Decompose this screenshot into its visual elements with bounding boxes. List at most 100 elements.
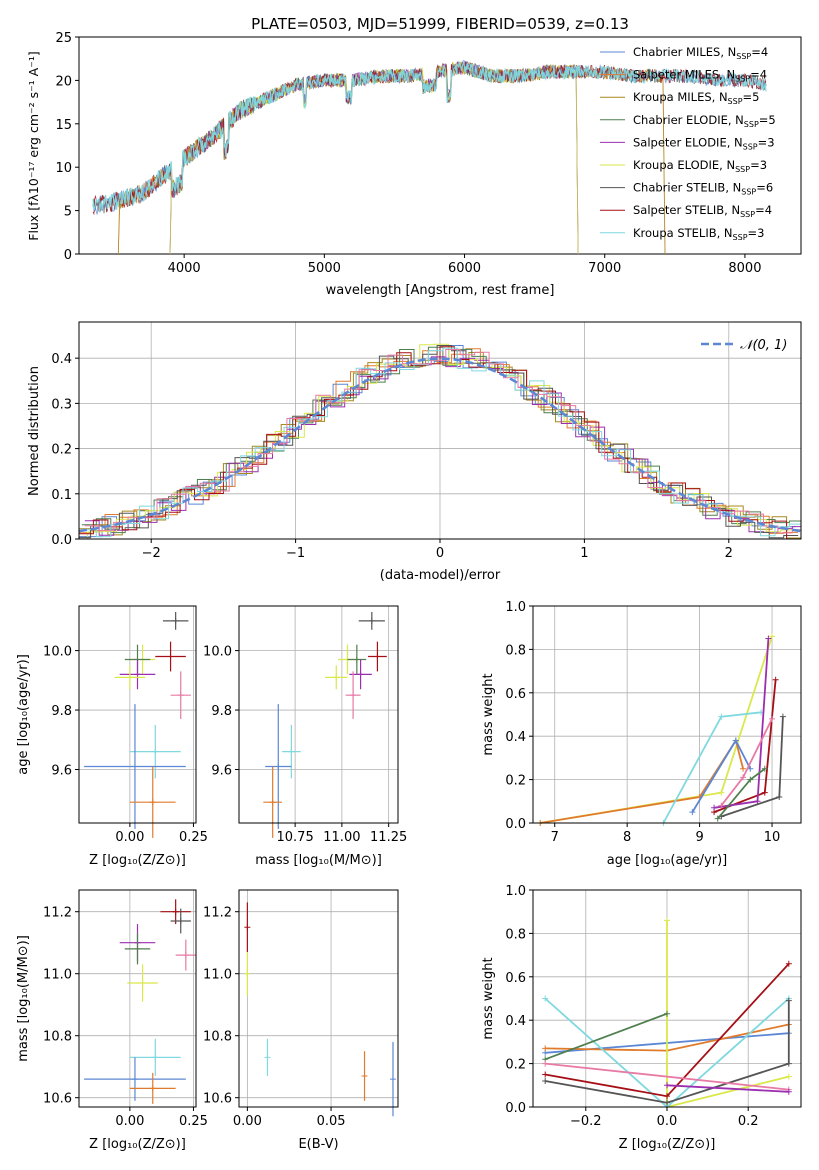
x-axis-label: E(B-V) [298, 1137, 338, 1152]
data-point [172, 617, 179, 624]
series-marker [664, 1093, 670, 1100]
spectrum-legend-label: Kroupa MILES, NSSP=5 [633, 90, 759, 106]
spectrum-y-ticks: 0 5 10 15 20 25 [55, 31, 79, 263]
data-point [152, 1054, 159, 1061]
series-marker [714, 815, 721, 822]
small-panels: 0.00 0.25 9.6 9.8 10.0 Z [log₁₀(Z/Z⊙)] age [lo… [16, 600, 802, 1152]
residuals-y-tick-label: 0.3 [51, 397, 72, 412]
spectrum-legend: Chabrier MILES, NSSP=4 Salpeter MILES, NS… [600, 45, 776, 242]
weight-vs-age-panel: 7 8 9 10 0.0 0.2 0.4 0.6 0.8 1.0 age [log₁₀(age/yr… [481, 600, 802, 868]
y-tick-label: 9.6 [51, 763, 72, 778]
spectrum-legend-label: Chabrier STELIB, NSSP=6 [633, 181, 773, 197]
x-tick-label: 9 [695, 830, 703, 845]
series-marker [785, 997, 792, 1004]
residuals-x-tick-label: 1 [580, 546, 588, 561]
data-point [131, 763, 138, 770]
data-point [172, 908, 179, 915]
y-axis-label: mass [log₁₀(M/M⊙)] [16, 935, 31, 1062]
residuals-y-tick-label: 0.0 [51, 533, 72, 548]
spectrum-lines [92, 60, 767, 255]
spectrum-axes-frame [78, 36, 802, 255]
data-point [357, 671, 364, 678]
series-marker [740, 765, 747, 772]
series-line [545, 1062, 789, 1091]
data-point [152, 748, 159, 755]
x-tick-label: 11.25 [370, 830, 407, 845]
series-marker [542, 995, 549, 1002]
residuals-y-tick-label: 0.4 [51, 352, 72, 367]
spectrum-x-tick-label: 7000 [588, 261, 621, 276]
data-point [361, 1073, 368, 1079]
spectrum-title: PLATE=0503, MJD=51999, FIBERID=0539, z=0… [251, 15, 629, 33]
x-tick-label: 0.05 [317, 1114, 346, 1129]
y-axis-label: mass weight [481, 673, 496, 755]
y-tick-label: 11.0 [203, 968, 232, 983]
series-marker [785, 1060, 792, 1067]
mass-vs-ebv-panel: 0.00 0.05 10.6 10.8 11.0 11.2 E(B-V) [203, 889, 399, 1152]
data-point [177, 692, 184, 699]
data-point [126, 674, 133, 681]
series-marker [754, 798, 761, 805]
series-marker [664, 1010, 670, 1017]
series-marker [711, 804, 718, 811]
series-marker [740, 774, 747, 781]
axes-frame [532, 605, 802, 824]
y-axis-label: mass weight [481, 957, 496, 1039]
series-marker [785, 960, 792, 967]
y-tick-label: 9.8 [51, 704, 72, 719]
x-tick-label: 0.00 [233, 1114, 262, 1129]
spectrum-x-tick-label: 5000 [308, 261, 341, 276]
residuals-ticks: −2 −1 0 1 2 0.0 0.1 0.2 0.3 0.4 [51, 352, 733, 561]
series-marker [776, 793, 783, 800]
series-marker [772, 676, 779, 683]
residuals-x-tick-label: −1 [286, 546, 305, 561]
y-axis-label: age [log₁₀(age/yr)] [16, 654, 31, 775]
y-tick-label: 0.0 [505, 817, 526, 832]
y-tick-label: 9.8 [211, 704, 232, 719]
x-axis-label: age [log₁₀(age/yr)] [607, 853, 728, 868]
spectrum-legend-label: Salpeter MILES, NSSP=4 [633, 68, 767, 84]
residuals-histogram-extra-pink [84, 349, 801, 534]
residuals-ylabel: Normed distribution [27, 366, 42, 496]
residuals-histogram-chabrier-stelib [79, 345, 799, 539]
normal-curve-legend-label: 𝒩(0, 1) [740, 338, 787, 353]
data-point [134, 945, 141, 952]
age-vs-mass-panel: 10.75 11.00 11.25 9.6 9.8 10.0 mass [log₁₀(M/M… [203, 605, 407, 868]
y-tick-label: 0.4 [505, 1014, 526, 1029]
series-marker [664, 1099, 670, 1106]
spectrum-xlabel: wavelength [Angstrom, rest frame] [326, 283, 555, 298]
residuals-histogram-kroupa-elodie [79, 343, 796, 540]
series-marker [785, 1073, 792, 1080]
x-axis-label: Z [log₁₀(Z/Z⊙)] [89, 1137, 186, 1152]
spectrum-y-tick-label: 25 [55, 31, 72, 46]
series-marker [542, 1060, 549, 1067]
spectrum-legend-label: Kroupa STELIB, NSSP=3 [633, 226, 764, 242]
series-marker [761, 789, 768, 796]
mass-vs-z-panel: 0.00 0.25 10.6 10.8 11.0 11.2 Z [log₁₀(Z/Z⊙)] m… [16, 889, 208, 1152]
residuals-y-tick-label: 0.2 [51, 443, 72, 458]
spectrum-x-ticks: 4000 5000 6000 7000 8000 [168, 254, 761, 276]
y-tick-label: 0.2 [505, 774, 526, 789]
x-tick-label: 0.0 [657, 1114, 678, 1129]
series-marker [779, 713, 786, 720]
spectrum-legend-label: Kroupa ELODIE, NSSP=3 [633, 158, 767, 174]
x-axis-label: Z [log₁₀(Z/Z⊙)] [619, 1137, 716, 1152]
y-tick-label: 10.8 [43, 1030, 72, 1045]
y-tick-label: 0.4 [505, 730, 526, 745]
spectrum-y-tick-label: 5 [64, 205, 72, 220]
residuals-x-tick-label: 0 [436, 546, 444, 561]
age-vs-z-panel: 0.00 0.25 9.6 9.8 10.0 Z [log₁₀(Z/Z⊙)] age [lo… [16, 605, 208, 868]
normal-curve [78, 357, 802, 533]
residuals-x-tick-label: 2 [725, 546, 733, 561]
data-point [269, 799, 276, 806]
axes-frame [238, 889, 399, 1108]
spectrum-y-tick-label: 10 [55, 161, 72, 176]
axes-frame [78, 889, 197, 1108]
data-point [374, 653, 381, 660]
series-marker [785, 1088, 792, 1095]
series-line [666, 1084, 789, 1093]
data-point [244, 970, 251, 977]
data-point [353, 656, 360, 663]
y-tick-label: 10.0 [203, 645, 232, 660]
